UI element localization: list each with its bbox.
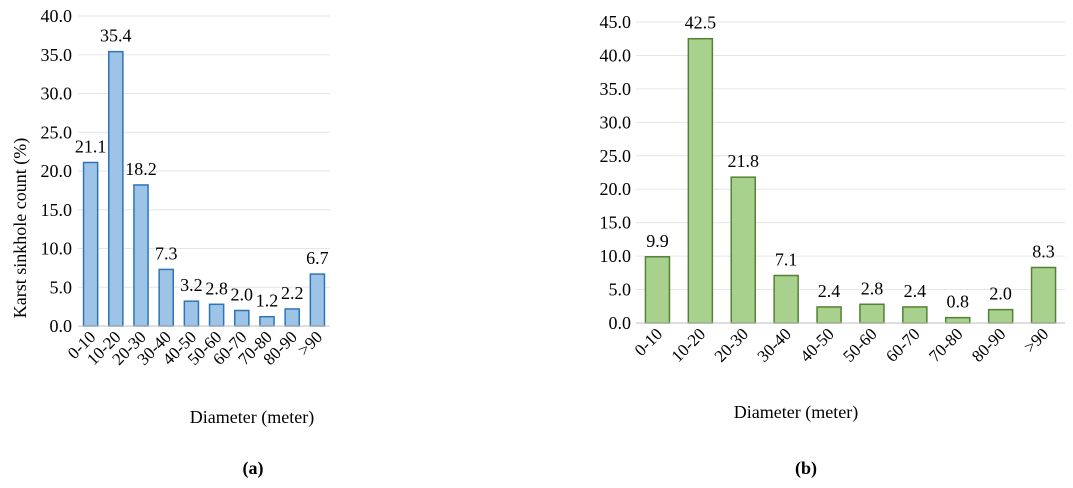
data-labels-b: 9.9 42.5 21.8 7.1 2.4 2.8 2.4 0.8 2.0 8.3 [646, 13, 1055, 312]
x-tick-label: 10-20 [668, 324, 709, 365]
y-tick-label: 20.0 [41, 161, 73, 181]
bar [816, 306, 842, 324]
bar [687, 37, 714, 324]
bar [259, 315, 275, 327]
y-tick-label: 15.0 [600, 213, 632, 233]
x-tick-labels-b: 0-10 10-20 20-30 30-40 40-50 50-60 60-70 70-80 8… [631, 324, 1053, 365]
y-tick-label: 40.0 [41, 6, 73, 26]
panel-label-b: (b) [795, 458, 817, 479]
bar [1030, 266, 1057, 324]
bar [233, 309, 250, 327]
data-label: 2.8 [205, 278, 228, 298]
x-tick-labels-a: 0-1010-2020-3030-4040-5050-6060-7070-808… [64, 327, 326, 368]
data-label: 18.2 [125, 159, 157, 179]
data-label: 7.3 [155, 243, 178, 263]
data-label: 2.4 [904, 281, 927, 301]
data-label: 8.3 [1032, 241, 1055, 261]
bar [987, 308, 1014, 324]
data-label: 2.4 [818, 281, 841, 301]
x-tick-label: 70-80 [925, 324, 966, 365]
data-label: 6.7 [306, 248, 329, 268]
data-label: 3.2 [180, 275, 203, 295]
x-axis-title-a: Diameter (meter) [190, 407, 314, 428]
bar [859, 303, 885, 324]
y-axis-title-a: Karst sinkhole count (%) [10, 138, 31, 318]
y-tick-label: 10.0 [41, 239, 73, 259]
y-tick-label: 30.0 [600, 112, 632, 132]
bar [309, 273, 326, 327]
y-tick-label: 0.0 [50, 316, 73, 336]
bar [773, 274, 799, 324]
x-tick-label: 20-30 [711, 324, 752, 365]
y-tick-label: 30.0 [41, 84, 73, 104]
x-axis-title-b: Diameter (meter) [734, 402, 858, 423]
data-label: 0.8 [947, 292, 970, 312]
data-label: 2.0 [989, 284, 1012, 304]
y-tick-label: 35.0 [41, 45, 73, 65]
y-tick-label: 5.0 [50, 277, 73, 297]
x-tick-label: 80-90 [968, 324, 1009, 365]
y-tick-label: 35.0 [600, 79, 632, 99]
chart-panel-a: 0.0 5.0 10.0 15.0 20.0 25.0 30.0 35.0 40.0 21.1 3… [10, 6, 330, 479]
data-label: 9.9 [646, 231, 669, 251]
panel-label-a: (a) [243, 458, 264, 479]
y-tick-label: 45.0 [600, 12, 632, 32]
bar [284, 308, 301, 327]
data-label: 2.8 [861, 278, 884, 298]
bar [133, 184, 149, 327]
data-labels-a: 21.1 35.4 18.2 7.33.2 2.8 2.0 1.2 2.26.7 [75, 26, 329, 311]
x-tick-label: >90 [294, 327, 326, 359]
y-tick-label: 15.0 [41, 200, 73, 220]
y-ticks-a: 0.0 5.0 10.0 15.0 20.0 25.0 30.0 35.0 40.0 [41, 6, 73, 336]
y-tick-label: 0.0 [609, 313, 632, 333]
x-tick-label: 40-50 [796, 324, 837, 365]
data-label: 42.5 [685, 13, 717, 33]
data-label: 2.2 [281, 283, 304, 303]
data-label: 2.0 [231, 285, 254, 305]
y-tick-label: 25.0 [41, 122, 73, 142]
x-tick-label: 30-40 [753, 324, 794, 365]
x-tick-label: >90 [1020, 324, 1052, 356]
y-tick-label: 40.0 [600, 45, 632, 65]
bar [183, 300, 200, 327]
bar [902, 306, 928, 324]
y-tick-label: 20.0 [600, 179, 632, 199]
data-label: 21.8 [728, 151, 760, 171]
bar [208, 303, 225, 327]
data-label: 21.1 [75, 136, 107, 156]
bar [158, 268, 175, 327]
data-label: 7.1 [775, 250, 798, 270]
x-tick-label: 0-10 [631, 324, 666, 359]
x-tick-label: 60-70 [882, 324, 923, 365]
bars-b [644, 37, 1057, 324]
bar [107, 50, 124, 327]
data-label: 35.4 [100, 26, 132, 46]
y-tick-label: 25.0 [600, 146, 632, 166]
bar [944, 316, 971, 324]
bar [730, 176, 757, 324]
y-tick-label: 10.0 [600, 246, 632, 266]
x-tick-label: 50-60 [839, 324, 880, 365]
chart-panel-b: 0.0 5.0 10.0 15.0 20.0 25.0 30.0 35.0 40.0 45.0 9… [600, 12, 1065, 479]
y-ticks-b: 0.0 5.0 10.0 15.0 20.0 25.0 30.0 35.0 40.0 45.0 [600, 12, 632, 333]
data-label: 1.2 [256, 291, 279, 311]
y-tick-label: 5.0 [609, 280, 632, 300]
bar [644, 256, 671, 324]
bar [82, 161, 99, 327]
